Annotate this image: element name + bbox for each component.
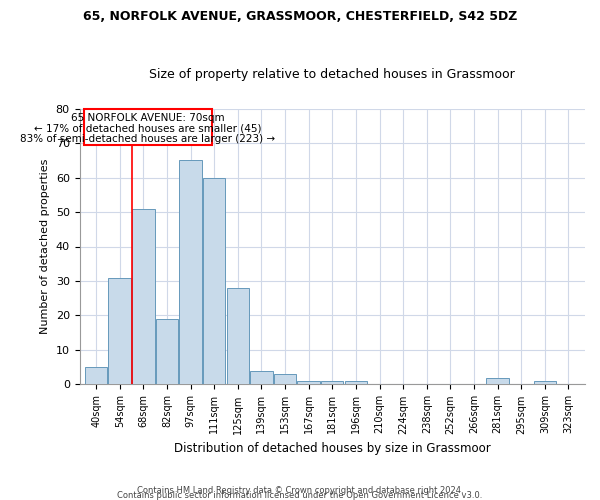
Text: 65, NORFOLK AVENUE, GRASSMOOR, CHESTERFIELD, S42 5DZ: 65, NORFOLK AVENUE, GRASSMOOR, CHESTERFI… bbox=[83, 10, 517, 23]
Text: ← 17% of detached houses are smaller (45): ← 17% of detached houses are smaller (45… bbox=[34, 123, 262, 133]
Bar bbox=[533, 381, 556, 384]
Bar bbox=[84, 108, 212, 145]
Title: Size of property relative to detached houses in Grassmoor: Size of property relative to detached ho… bbox=[149, 68, 515, 81]
Text: 65 NORFOLK AVENUE: 70sqm: 65 NORFOLK AVENUE: 70sqm bbox=[71, 113, 225, 123]
Bar bbox=[156, 319, 178, 384]
Bar bbox=[344, 381, 367, 384]
Bar bbox=[274, 374, 296, 384]
Text: 83% of semi-detached houses are larger (223) →: 83% of semi-detached houses are larger (… bbox=[20, 134, 275, 144]
Bar bbox=[298, 381, 320, 384]
X-axis label: Distribution of detached houses by size in Grassmoor: Distribution of detached houses by size … bbox=[174, 442, 491, 455]
Bar bbox=[203, 178, 226, 384]
Bar bbox=[227, 288, 249, 384]
Text: Contains HM Land Registry data © Crown copyright and database right 2024.: Contains HM Land Registry data © Crown c… bbox=[137, 486, 463, 495]
Bar bbox=[85, 367, 107, 384]
Bar bbox=[487, 378, 509, 384]
Bar bbox=[321, 381, 343, 384]
Bar bbox=[250, 370, 272, 384]
Bar bbox=[109, 278, 131, 384]
Y-axis label: Number of detached properties: Number of detached properties bbox=[40, 159, 50, 334]
Bar bbox=[179, 160, 202, 384]
Bar bbox=[132, 208, 155, 384]
Text: Contains public sector information licensed under the Open Government Licence v3: Contains public sector information licen… bbox=[118, 491, 482, 500]
